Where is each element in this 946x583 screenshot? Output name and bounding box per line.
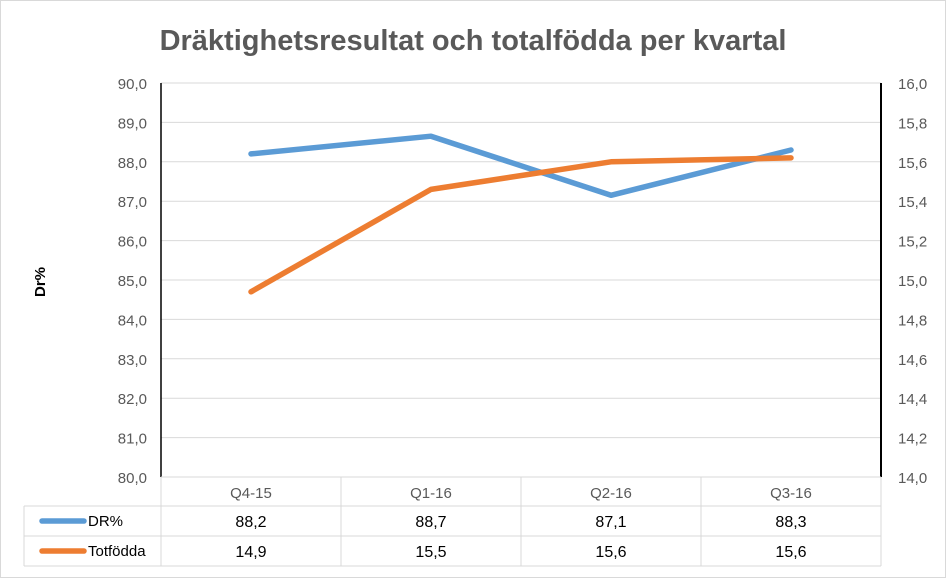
- y-tick-label: 84,0: [118, 312, 147, 329]
- data-table: Q4-15 Q1-16 Q2-16 Q3-16 DR% 88,2 88,7 87,1 88,3 T…: [23, 476, 882, 567]
- gridlines: [161, 82, 881, 439]
- y2-tick-label: 15,8: [898, 115, 927, 132]
- y2-tick-label: 14,8: [898, 312, 927, 329]
- y-tick-label: 80,0: [118, 470, 147, 487]
- y2-tick-label: 14,6: [898, 352, 927, 369]
- y-tick-label: 83,0: [118, 352, 147, 369]
- y2-tick-label: 14,4: [898, 391, 927, 408]
- y-tick-label: 89,0: [118, 115, 147, 132]
- data-label: 88,7: [415, 514, 446, 531]
- data-label: 15,6: [775, 544, 806, 561]
- y-axis-title: Dr%: [32, 267, 49, 297]
- right-tick-labels: 14,0 14,2 14,4 14,6 14,8 15,0 15,2 15,4 15,6 15,8…: [898, 76, 927, 487]
- legend-label: Totfödda: [88, 543, 146, 560]
- y2-tick-label: 16,0: [898, 76, 927, 93]
- x-tick-label: Q4-15: [230, 485, 272, 502]
- x-tick-label: Q2-16: [590, 485, 632, 502]
- y-tick-label: 90,0: [118, 76, 147, 93]
- data-label: 15,5: [415, 544, 446, 561]
- chart-title: Dräktighetsresultat och totalfödda per k…: [160, 25, 787, 57]
- y-tick-label: 81,0: [118, 431, 147, 448]
- data-label: 88,3: [775, 514, 806, 531]
- series-line-2: [248, 155, 794, 295]
- y-tick-label: 87,0: [118, 194, 147, 211]
- y2-tick-label: 15,4: [898, 194, 927, 211]
- y-tick-label: 82,0: [118, 391, 147, 408]
- y-tick-label: 85,0: [118, 273, 147, 290]
- data-label: 14,9: [235, 544, 266, 561]
- y-tick-label: 86,0: [118, 234, 147, 251]
- y-tick-label: 88,0: [118, 155, 147, 172]
- y2-tick-label: 15,2: [898, 234, 927, 251]
- data-label: 15,6: [595, 544, 626, 561]
- series-line-1: [248, 133, 794, 199]
- x-tick-label: Q1-16: [410, 485, 452, 502]
- left-tick-labels: 80,0 81,0 82,0 83,0 84,0 85,0 86,0 87,0 88,0 89,0…: [118, 76, 147, 487]
- series-lines: [248, 133, 794, 295]
- x-tick-label: Q3-16: [770, 485, 812, 502]
- y2-tick-label: 15,6: [898, 155, 927, 172]
- data-label: 88,2: [235, 514, 266, 531]
- legend-label: DR%: [88, 513, 123, 530]
- y2-tick-label: 14,2: [898, 431, 927, 448]
- y2-tick-label: 14,0: [898, 470, 927, 487]
- data-label: 87,1: [595, 514, 626, 531]
- y2-tick-label: 15,0: [898, 273, 927, 290]
